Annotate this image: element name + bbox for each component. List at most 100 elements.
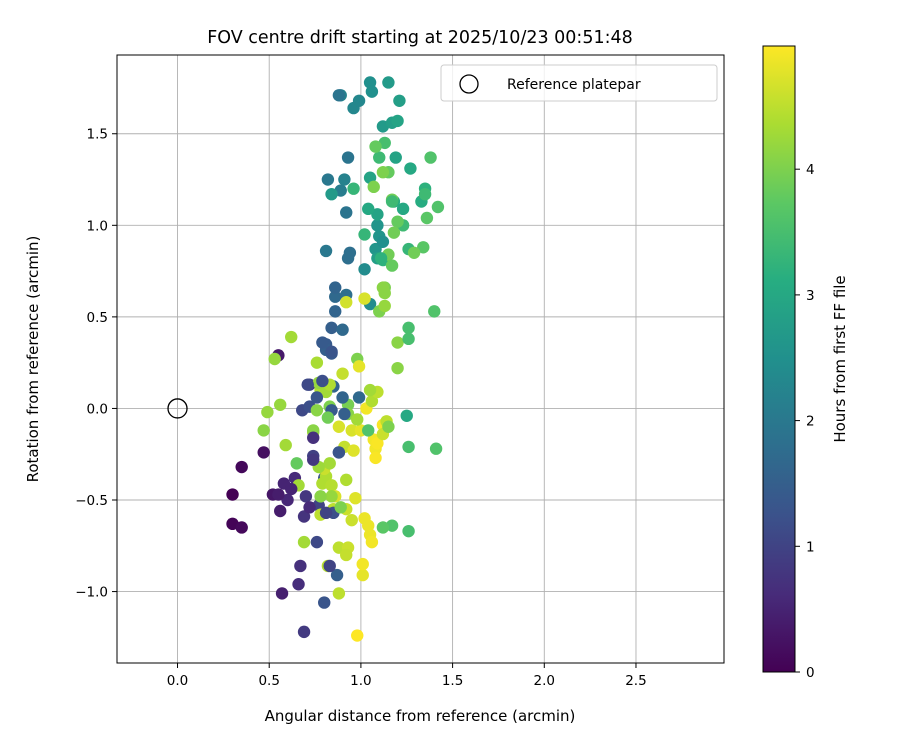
- data-point: [340, 548, 353, 562]
- data-point: [297, 535, 311, 549]
- data-point: [323, 559, 336, 573]
- data-point: [391, 361, 404, 375]
- x-tick-label: 1.0: [350, 673, 371, 689]
- data-point: [340, 296, 353, 309]
- data-point: [373, 151, 386, 164]
- data-point: [235, 521, 248, 534]
- data-point: [274, 504, 287, 518]
- data-point: [376, 235, 390, 248]
- data-point: [391, 114, 404, 128]
- data-point: [376, 281, 390, 294]
- colorbar-tick-label: 4: [806, 162, 815, 178]
- reference-platepar-marker: [167, 398, 188, 419]
- x-tick-label: 0.0: [167, 673, 188, 689]
- data-point: [332, 446, 346, 459]
- data-point: [420, 211, 434, 225]
- data-point: [336, 367, 349, 380]
- data-point: [387, 226, 401, 239]
- data-point: [299, 490, 313, 503]
- legend-reference-marker: [459, 74, 479, 94]
- x-tick-label: 0.5: [258, 673, 279, 689]
- y-tick-label: 0.5: [87, 310, 108, 326]
- colorbar-ticks: 0 1 2 3 4: [795, 162, 815, 681]
- data-point: [418, 187, 432, 201]
- data-point: [402, 440, 415, 454]
- data-point: [325, 345, 338, 358]
- data-point: [356, 557, 369, 571]
- data-point: [314, 490, 327, 503]
- data-point: [329, 290, 342, 303]
- data-point: [321, 173, 335, 186]
- data-point: [332, 420, 346, 433]
- y-axis-label: Rotation from reference (arcmin): [24, 236, 42, 483]
- plot-frame: [116, 54, 725, 664]
- y-axis-ticks: −1.0 −0.5 0.0 0.5 1.0 1.5: [75, 127, 117, 601]
- data-point: [371, 208, 384, 221]
- data-point: [363, 383, 377, 397]
- data-point: [316, 336, 329, 349]
- data-point: [340, 206, 353, 219]
- data-point: [307, 453, 320, 466]
- data-point: [385, 259, 399, 272]
- data-point: [349, 491, 362, 505]
- data-point: [330, 568, 344, 582]
- data-point: [402, 321, 415, 335]
- data-point: [402, 524, 415, 538]
- data-point: [321, 411, 335, 424]
- data-point: [369, 451, 382, 465]
- data-point: [362, 424, 375, 437]
- data-point: [336, 391, 349, 404]
- data-point: [294, 559, 307, 573]
- y-tick-label: −0.5: [75, 493, 108, 509]
- data-point: [352, 360, 366, 373]
- data-point: [393, 94, 406, 107]
- data-point: [310, 391, 324, 404]
- data-point: [272, 488, 285, 501]
- colorbar-tick-label: 2: [806, 414, 815, 430]
- data-point: [325, 187, 338, 201]
- data-point: [329, 281, 342, 294]
- data-point: [285, 330, 298, 344]
- data-point: [281, 493, 294, 507]
- data-point: [319, 506, 333, 520]
- data-point: [325, 490, 338, 503]
- data-point: [376, 521, 390, 534]
- data-point: [341, 151, 355, 164]
- data-point: [292, 578, 305, 591]
- data-point: [358, 263, 371, 276]
- x-tick-label: 2.5: [625, 673, 646, 689]
- data-point: [310, 356, 324, 369]
- data-point: [369, 140, 382, 153]
- data-point: [385, 519, 399, 532]
- data-point: [307, 431, 320, 444]
- data-point: [301, 378, 314, 391]
- data-point: [345, 424, 358, 437]
- data-point: [351, 629, 364, 642]
- data-point: [378, 299, 391, 313]
- data-point: [396, 202, 410, 216]
- data-point: [275, 587, 289, 600]
- data-point: [402, 332, 415, 346]
- y-tick-label: 1.5: [87, 127, 108, 143]
- y-tick-label: 0.0: [87, 401, 108, 417]
- data-point: [226, 488, 239, 501]
- colorbar-label: Hours from first FF file: [831, 275, 849, 442]
- data-point: [297, 510, 311, 523]
- x-axis-label: Angular distance from reference (arcmin): [265, 707, 576, 725]
- x-axis-ticks: 0.0 0.5 1.0 1.5 2.0 2.5: [167, 663, 647, 689]
- data-point: [352, 94, 366, 107]
- data-point: [365, 535, 379, 549]
- data-point: [325, 479, 338, 492]
- x-tick-label: 1.5: [442, 673, 463, 689]
- data-point: [362, 202, 375, 216]
- data-point: [319, 244, 333, 258]
- data-point: [235, 460, 248, 474]
- data-point: [303, 501, 316, 514]
- data-point: [345, 513, 358, 527]
- data-point: [310, 535, 324, 549]
- y-tick-label: 1.0: [87, 218, 108, 234]
- data-point: [428, 305, 441, 318]
- data-point: [332, 89, 346, 102]
- data-point: [336, 323, 349, 336]
